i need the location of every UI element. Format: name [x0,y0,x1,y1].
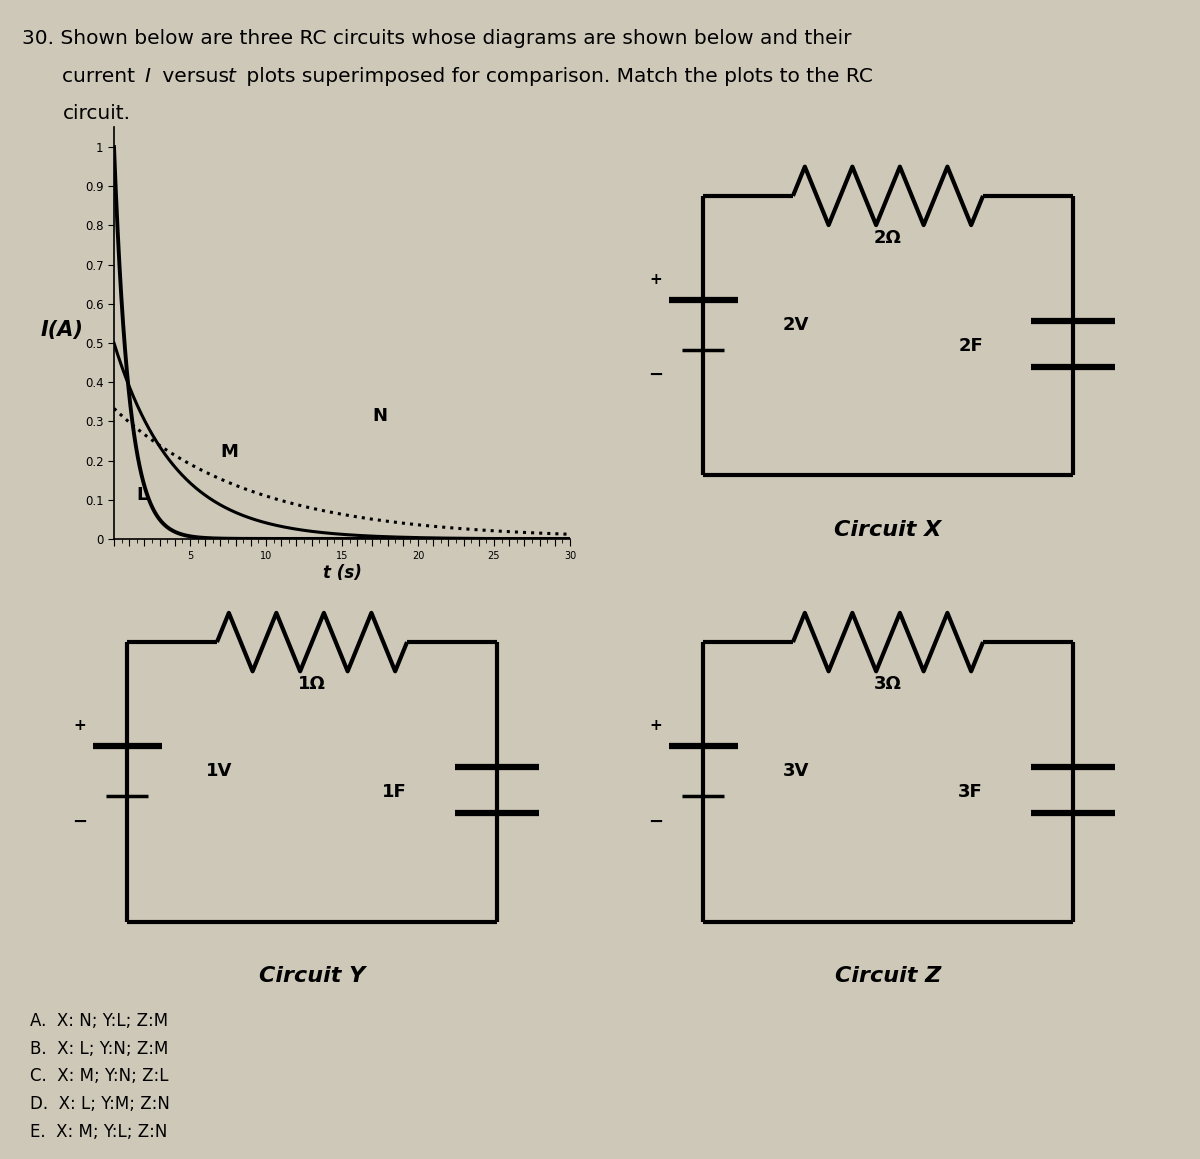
Text: plots superimposed for comparison. Match the plots to the RC: plots superimposed for comparison. Match… [240,67,872,86]
Text: circuit.: circuit. [62,104,131,123]
Text: Circuit Z: Circuit Z [835,965,941,986]
Text: versus: versus [156,67,235,86]
Text: +: + [649,719,662,732]
Text: C.  X: M; Y:N; Z:L: C. X: M; Y:N; Z:L [30,1067,168,1086]
Text: B.  X: L; Y:N; Z:M: B. X: L; Y:N; Z:M [30,1040,168,1058]
Text: A.  X: N; Y:L; Z:M: A. X: N; Y:L; Z:M [30,1012,168,1030]
Text: +: + [649,272,662,286]
Text: Circuit Y: Circuit Y [259,965,365,986]
Text: 3Ω: 3Ω [874,675,902,693]
Text: I(A): I(A) [41,320,84,341]
Text: t: t [228,67,236,86]
Text: 2F: 2F [959,337,983,355]
X-axis label: t (s): t (s) [323,563,361,582]
Text: 2Ω: 2Ω [874,228,902,247]
Text: 1Ω: 1Ω [298,675,326,693]
Text: E.  X: M; Y:L; Z:N: E. X: M; Y:L; Z:N [30,1123,167,1142]
Text: 2V: 2V [782,316,809,334]
Text: D.  X: L; Y:M; Z:N: D. X: L; Y:M; Z:N [30,1095,170,1114]
Text: −: − [72,812,88,831]
Text: −: − [648,812,664,831]
Text: current: current [62,67,142,86]
Text: 3F: 3F [959,783,983,801]
Text: 3V: 3V [782,763,809,780]
Text: I: I [144,67,150,86]
Text: L: L [137,486,148,504]
Text: −: − [648,366,664,385]
Text: N: N [372,407,388,425]
Text: 1F: 1F [383,783,407,801]
Text: 30. Shown below are three RC circuits whose diagrams are shown below and their: 30. Shown below are three RC circuits wh… [22,29,851,48]
Text: Circuit X: Circuit X [834,519,942,540]
Text: M: M [221,443,239,460]
Text: +: + [73,719,86,732]
Text: 1V: 1V [206,763,233,780]
